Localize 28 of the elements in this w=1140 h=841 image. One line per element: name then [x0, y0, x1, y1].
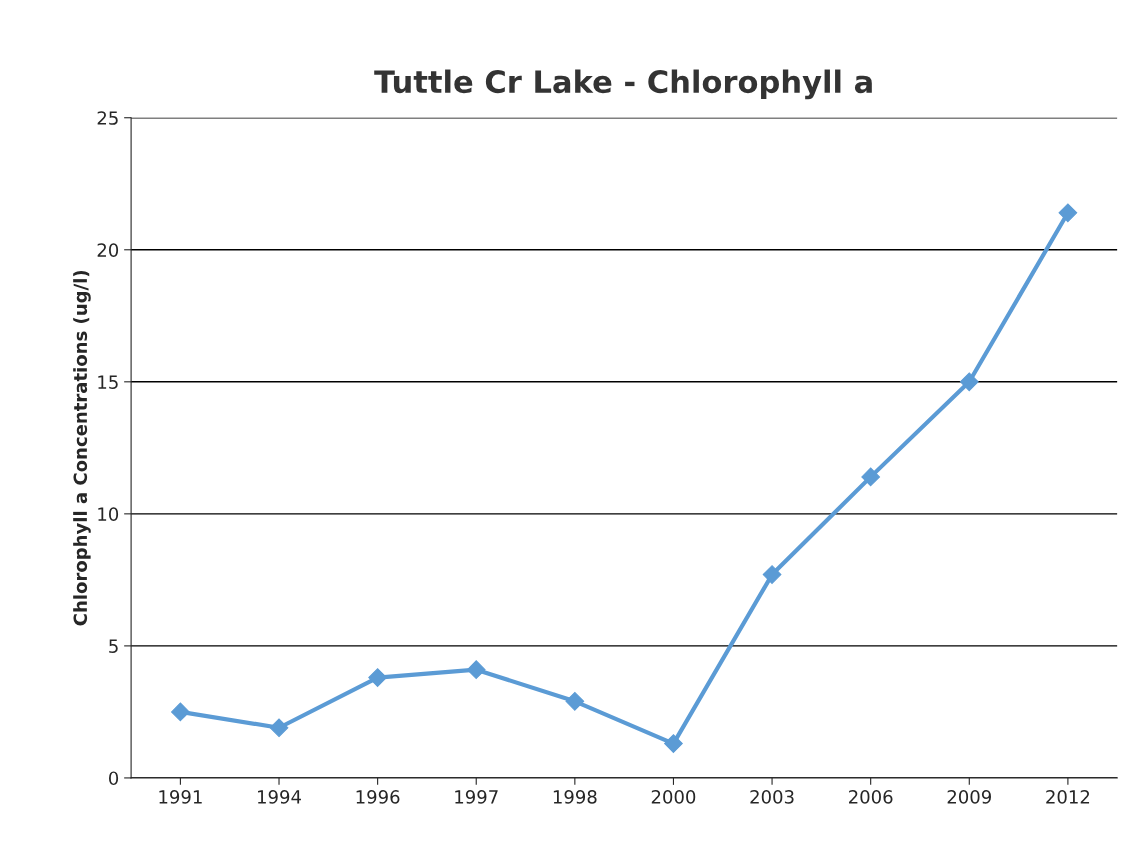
x-tick-label: 1997: [455, 790, 498, 804]
y-tick-label: 0: [109, 771, 119, 786]
y-tick-label: 20: [97, 243, 119, 257]
chart-title: Tuttle Cr Lake - Chlorophyll a: [374, 69, 872, 100]
x-tick-label: 2000: [651, 790, 696, 804]
point: [959, 372, 979, 392]
point: [1058, 203, 1078, 223]
x-tick-label: 2009: [947, 790, 991, 804]
y-axis-title: Chlorophyll a Concentrations (ug/l): [73, 270, 91, 626]
point: [664, 734, 683, 753]
y-tick-label: 5: [109, 639, 118, 653]
point: [565, 691, 585, 711]
point: [269, 718, 289, 738]
x-tick-label: 2012: [1046, 790, 1090, 804]
x-tick-label: 2006: [849, 790, 893, 804]
point: [762, 565, 782, 584]
point: [171, 702, 190, 722]
x-tick-label: 1996: [356, 790, 400, 804]
point: [466, 660, 486, 680]
y-tick-label: 15: [98, 375, 118, 389]
x-tick-label: 2003: [750, 790, 794, 804]
point: [368, 668, 387, 687]
point: [861, 467, 881, 487]
x-tick-label: 1994: [258, 790, 301, 804]
y-tick-label: 10: [98, 507, 119, 521]
x-tick-label: 1991: [159, 790, 202, 804]
y-tick-label: 25: [97, 111, 118, 125]
x-tick-label: 1998: [553, 790, 597, 804]
